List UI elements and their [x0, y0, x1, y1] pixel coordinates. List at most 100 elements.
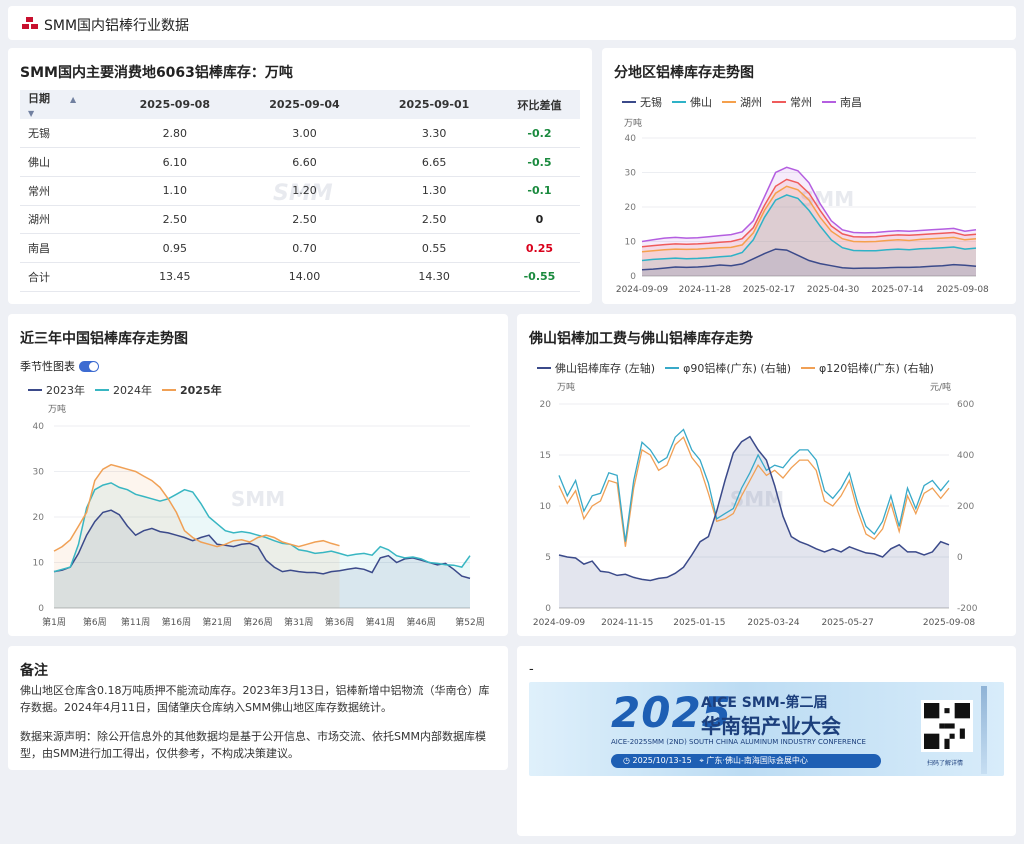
- chart-title: 分地区铝棒库存走势图: [614, 65, 754, 81]
- legend-item[interactable]: 南昌: [822, 94, 862, 110]
- watermark: SMM: [231, 487, 285, 511]
- legend-marker: [672, 101, 686, 103]
- legend-item[interactable]: 佛山: [672, 94, 712, 110]
- table-cell-v2: 1.20: [239, 176, 370, 206]
- legend-item[interactable]: φ90铝棒(广东) (右轴): [665, 360, 791, 376]
- column-header: 2025-09-08: [110, 90, 240, 119]
- y-tick-label: 0: [630, 272, 636, 282]
- table-cell-city: 佛山: [20, 147, 110, 177]
- y-tick-label: 20: [540, 400, 552, 410]
- y-tick-label: 40: [33, 422, 45, 432]
- series-line-南昌: [641, 166, 977, 243]
- y2-tick-label: 600: [957, 400, 974, 410]
- legend-item[interactable]: 佛山铝棒库存 (左轴): [537, 360, 655, 376]
- series-line-佛山: [641, 194, 977, 262]
- chart-title: 佛山铝棒加工费与佛山铝棒库存走势: [529, 331, 753, 347]
- chart-title: 近三年中国铝棒库存走势图: [20, 331, 188, 347]
- x-tick-label: 2025-05-27: [821, 618, 873, 628]
- banner-date-bar: ◷ 2025/10/13-15 ⌖ 广东·佛山-南海国际会展中心: [611, 754, 881, 768]
- toggle-switch[interactable]: [79, 360, 99, 372]
- table-cell-diff: -0.1: [498, 176, 580, 206]
- legend-item[interactable]: φ120铝棒(广东) (右轴): [801, 360, 934, 376]
- legend-item[interactable]: 湖州: [722, 94, 762, 110]
- legend-item[interactable]: 2024年: [95, 382, 152, 398]
- legend-marker: [622, 101, 636, 103]
- x-tick-label: 2024-09-09: [533, 618, 586, 628]
- series-line-2023年: [53, 509, 471, 580]
- y-tick-label: 20: [625, 203, 637, 213]
- y2-tick-label: 0: [957, 553, 963, 563]
- series-area-佛山: [642, 194, 976, 276]
- x-tick-label: 2025-07-14: [871, 285, 924, 295]
- series-area-2024年: [54, 482, 470, 608]
- app-header: SMM国内铝棒行业数据: [8, 6, 1016, 40]
- x-tick-label: 第16周: [162, 616, 191, 628]
- legend-label: 佛山: [690, 96, 712, 109]
- seasonal-toggle-label: 季节性图表: [20, 360, 75, 373]
- series-line-佛山铝棒库存 (左轴): [558, 435, 950, 582]
- y2-tick-label: 400: [957, 451, 974, 461]
- notes-paragraph: 佛山地区仓库含0.18万吨质押不能流动库存。2023年3月13日，铝棒新增中铝物…: [20, 684, 490, 714]
- banner-line1: AICE SMM-第二届: [701, 695, 828, 711]
- x-tick-label: 第1周: [42, 616, 66, 628]
- y-tick-label: 10: [33, 559, 45, 569]
- x-tick-label: 2025-04-30: [807, 285, 860, 295]
- table-row: 湖州 2.50 2.50 2.50 0: [20, 205, 580, 235]
- y-axis-unit: 万吨: [48, 403, 66, 415]
- legend-item[interactable]: 无锡: [622, 94, 662, 110]
- regional-inventory-chart: 万吨 0 10 20 30 40 2024-09-09 2024-11-28 2025-02-1…: [616, 117, 989, 295]
- table-cell-diff: -0.2: [498, 119, 580, 149]
- table-cell-diff: -0.5: [498, 147, 580, 177]
- table-cell-v3: 3.30: [369, 119, 499, 149]
- conference-banner[interactable]: 2025 AICE SMM-第二届 华南铝产业大会 AICE-2025SMM (…: [529, 682, 1004, 776]
- y-tick-label: 0: [545, 604, 551, 614]
- y-tick-label: 15: [540, 451, 551, 461]
- legend-marker: [537, 367, 551, 369]
- table-row: 常州 1.10 1.20 1.30 -0.1: [20, 176, 580, 206]
- qr-code-icon: [921, 700, 973, 752]
- series-line-常州: [641, 178, 977, 248]
- y-tick-label: 20: [33, 513, 45, 523]
- y-tick-label: 30: [33, 468, 45, 478]
- y-tick-label: 10: [625, 238, 637, 248]
- sort-icon[interactable]: ▲ ▼: [28, 95, 77, 118]
- legend-marker: [772, 101, 786, 103]
- x-tick-label: 2024-11-28: [679, 285, 732, 295]
- table-cell-v2: 0.70: [239, 233, 370, 263]
- banner-line2: 华南铝产业大会: [701, 714, 841, 738]
- column-header: 环比差值: [498, 90, 580, 119]
- column-header: 2025-09-01: [369, 90, 499, 119]
- legend-item[interactable]: 2025年: [162, 382, 222, 398]
- watermark: SMM: [730, 487, 784, 511]
- tower-graphic: [981, 686, 987, 774]
- page-title: SMM国内铝棒行业数据: [44, 18, 190, 34]
- x-tick-label: 2025-03-24: [747, 618, 800, 628]
- legend-item[interactable]: 常州: [772, 94, 812, 110]
- y-tick-label: 0: [38, 604, 44, 614]
- x-tick-label: 第36周: [325, 616, 354, 628]
- table-cell-v3: 1.30: [369, 176, 499, 206]
- legend-marker: [95, 389, 109, 391]
- qr-label: 扫码了解详情: [927, 760, 964, 767]
- column-header: 2025-09-04: [239, 90, 370, 119]
- y-tick-label: 5: [545, 553, 551, 563]
- banner-year: 2025: [611, 688, 732, 737]
- y-tick-label: 30: [625, 169, 637, 179]
- column-header-date[interactable]: 日期 ▲ ▼: [20, 90, 110, 119]
- table-cell-city: 湖州: [20, 205, 110, 235]
- legend-item[interactable]: 2023年: [28, 382, 85, 398]
- table-cell-v3: 2.50: [369, 205, 499, 235]
- legend-label: 湖州: [740, 96, 762, 109]
- y2-tick-label: -200: [957, 604, 978, 614]
- table-cell-city: 南昌: [20, 233, 110, 263]
- series-line-无锡: [641, 248, 977, 271]
- table-row: 佛山 6.10 6.60 6.65 -0.5: [20, 147, 580, 177]
- x-tick-label: 第6周: [83, 616, 107, 628]
- ad-card: - 2025 AICE SMM-第二届 华南铝产业大会 AICE-2025SMM…: [517, 646, 1016, 836]
- y2-axis-unit: 元/吨: [930, 381, 951, 393]
- legend-label: 2025年: [180, 384, 222, 397]
- x-tick-label: 2024-11-15: [601, 618, 653, 628]
- x-tick-label: 第46周: [406, 616, 435, 628]
- table-cell-v2: 2.50: [239, 205, 370, 235]
- seasonal-toggle[interactable]: 季节性图表: [20, 358, 99, 374]
